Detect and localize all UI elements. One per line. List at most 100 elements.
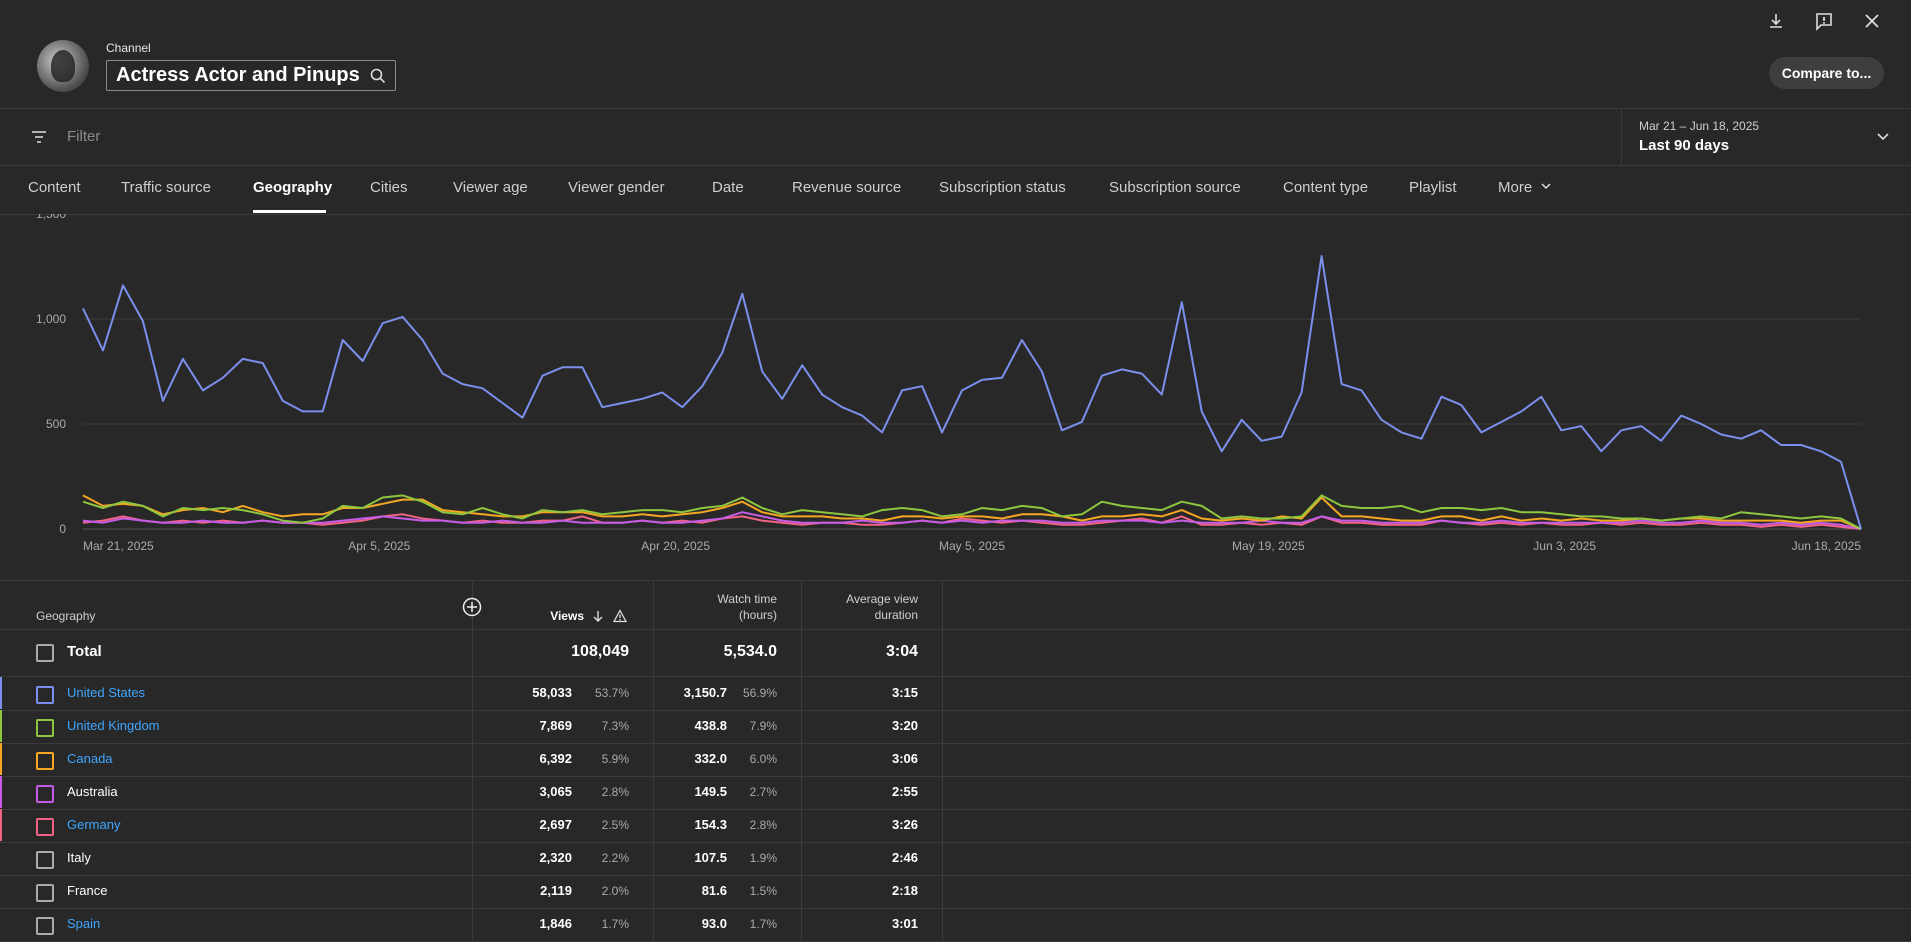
geography-name[interactable]: Spain	[67, 916, 101, 931]
geography-name[interactable]: Germany	[67, 817, 121, 832]
avg-duration-value: 2:46	[891, 850, 918, 865]
header-avg-line2: duration	[874, 608, 918, 622]
header-watch-time-line2: (hours)	[738, 608, 777, 622]
row-checkbox[interactable]	[36, 917, 54, 935]
x-tick-label: Apr 20, 2025	[641, 539, 710, 553]
row-checkbox[interactable]	[36, 818, 54, 836]
table-row[interactable]	[0, 710, 1911, 744]
views-value: 1,846	[539, 916, 572, 931]
tab-date[interactable]: Date	[712, 179, 744, 196]
warning-icon[interactable]	[613, 609, 627, 623]
geography-name[interactable]: United States	[67, 685, 146, 700]
table-row[interactable]	[0, 776, 1911, 810]
compare-button[interactable]: Compare to...	[1769, 57, 1884, 89]
views-percent: 7.3%	[601, 719, 629, 733]
avg-duration-value: 2:55	[891, 784, 918, 799]
series-line-australia[interactable]	[82, 511, 1862, 530]
x-tick-label: May 19, 2025	[1232, 539, 1305, 553]
series-line-canada[interactable]	[82, 494, 1862, 530]
tab-viewer-age[interactable]: Viewer age	[453, 179, 528, 196]
avg-duration-value: 3:20	[891, 718, 918, 733]
table-row[interactable]	[0, 677, 1911, 711]
header-geography[interactable]: Geography	[36, 609, 96, 623]
channel-label: Channel	[106, 41, 151, 55]
tab-cities[interactable]: Cities	[370, 179, 408, 196]
channel-selector[interactable]: Actress Actor and Pinups	[106, 60, 396, 91]
row-checkbox[interactable]	[36, 785, 54, 803]
tab-traffic-source[interactable]: Traffic source	[121, 179, 212, 196]
search-icon[interactable]	[370, 68, 386, 84]
header-watch-time[interactable]: Watch time (hours)	[660, 591, 777, 623]
geography-name: Italy	[67, 850, 91, 865]
series-color-bar	[0, 809, 2, 841]
table-row[interactable]	[0, 809, 1911, 843]
x-tick-label: May 5, 2025	[939, 539, 1005, 553]
avg-duration-value: 3:15	[891, 685, 918, 700]
watch-time-value: 93.0	[701, 916, 727, 931]
x-tick-label: Apr 5, 2025	[348, 539, 410, 553]
views-value: 6,392	[539, 751, 572, 766]
filter-icon[interactable]	[30, 128, 48, 146]
geography-name[interactable]: Canada	[67, 751, 113, 766]
tab-content[interactable]: Content	[28, 179, 81, 196]
watch-time-percent: 6.0%	[749, 752, 777, 766]
watch-time-percent: 2.8%	[749, 818, 777, 832]
views-value: 58,033	[532, 685, 572, 700]
tab-viewer-gender[interactable]: Viewer gender	[568, 179, 665, 196]
x-tick-label: Jun 3, 2025	[1533, 539, 1596, 553]
date-range-preset: Last 90 days	[1639, 137, 1730, 154]
tab-playlist[interactable]: Playlist	[1409, 179, 1457, 196]
watch-time-percent: 1.7%	[749, 917, 777, 931]
tab-more-label: More	[1498, 179, 1533, 196]
channel-name: Actress Actor and Pinups	[116, 64, 360, 86]
x-tick-label: Mar 21, 2025	[83, 539, 154, 553]
y-tick-label: 1,500	[36, 214, 66, 221]
table-row[interactable]	[0, 875, 1911, 909]
avg-duration-value: 3:01	[891, 916, 918, 931]
header-views[interactable]: Views	[550, 609, 584, 623]
add-metric-icon[interactable]	[462, 597, 482, 617]
views-percent: 5.9%	[601, 752, 629, 766]
active-tab-indicator	[253, 210, 326, 213]
tab-revenue-source[interactable]: Revenue source	[792, 179, 902, 196]
tab-subscription-source[interactable]: Subscription source	[1109, 179, 1241, 196]
total-checkbox[interactable]	[36, 644, 54, 662]
series-line-united-states[interactable]	[82, 255, 1862, 530]
watch-time-value: 332.0	[694, 751, 727, 766]
date-range-dates: Mar 21 – Jun 18, 2025	[1639, 119, 1760, 133]
watch-time-value: 438.8	[694, 718, 727, 733]
watch-time-percent: 1.9%	[749, 851, 777, 865]
row-checkbox[interactable]	[36, 884, 54, 902]
geography-name[interactable]: United Kingdom	[67, 718, 160, 733]
table-row[interactable]	[0, 842, 1911, 876]
row-checkbox[interactable]	[36, 851, 54, 869]
sort-down-icon[interactable]	[591, 609, 605, 623]
total-watch-time: 5,534.0	[723, 643, 777, 660]
series-line-united-kingdom[interactable]	[82, 494, 1862, 530]
views-percent: 2.0%	[601, 884, 629, 898]
date-range-picker[interactable]: Mar 21 – Jun 18, 2025 Last 90 days	[1621, 109, 1911, 166]
filter-input[interactable]: Filter	[67, 128, 101, 145]
row-checkbox[interactable]	[36, 752, 54, 770]
y-tick-label: 0	[59, 522, 66, 536]
tab-geography[interactable]: Geography	[253, 179, 333, 196]
row-checkbox[interactable]	[36, 686, 54, 704]
header-average-view-duration[interactable]: Average view duration	[805, 591, 918, 623]
avg-duration-value: 3:26	[891, 817, 918, 832]
avg-duration-value: 3:06	[891, 751, 918, 766]
tab-content-type[interactable]: Content type	[1283, 179, 1369, 196]
views-value: 2,119	[540, 883, 572, 898]
views-value: 3,065	[539, 784, 572, 799]
table-row[interactable]	[0, 743, 1911, 777]
row-checkbox[interactable]	[36, 719, 54, 737]
tab-subscription-status[interactable]: Subscription status	[939, 179, 1066, 196]
close-icon[interactable]	[1858, 7, 1886, 35]
download-icon[interactable]	[1762, 7, 1790, 35]
total-avg-duration: 3:04	[885, 643, 918, 660]
views-percent: 2.8%	[601, 785, 629, 799]
feedback-icon[interactable]	[1810, 7, 1838, 35]
filter-bar[interactable]: Filter	[0, 109, 1621, 166]
tab-more[interactable]: More	[1498, 179, 1552, 196]
header-watch-time-line1: Watch time	[717, 592, 777, 606]
table-row[interactable]	[0, 908, 1911, 942]
